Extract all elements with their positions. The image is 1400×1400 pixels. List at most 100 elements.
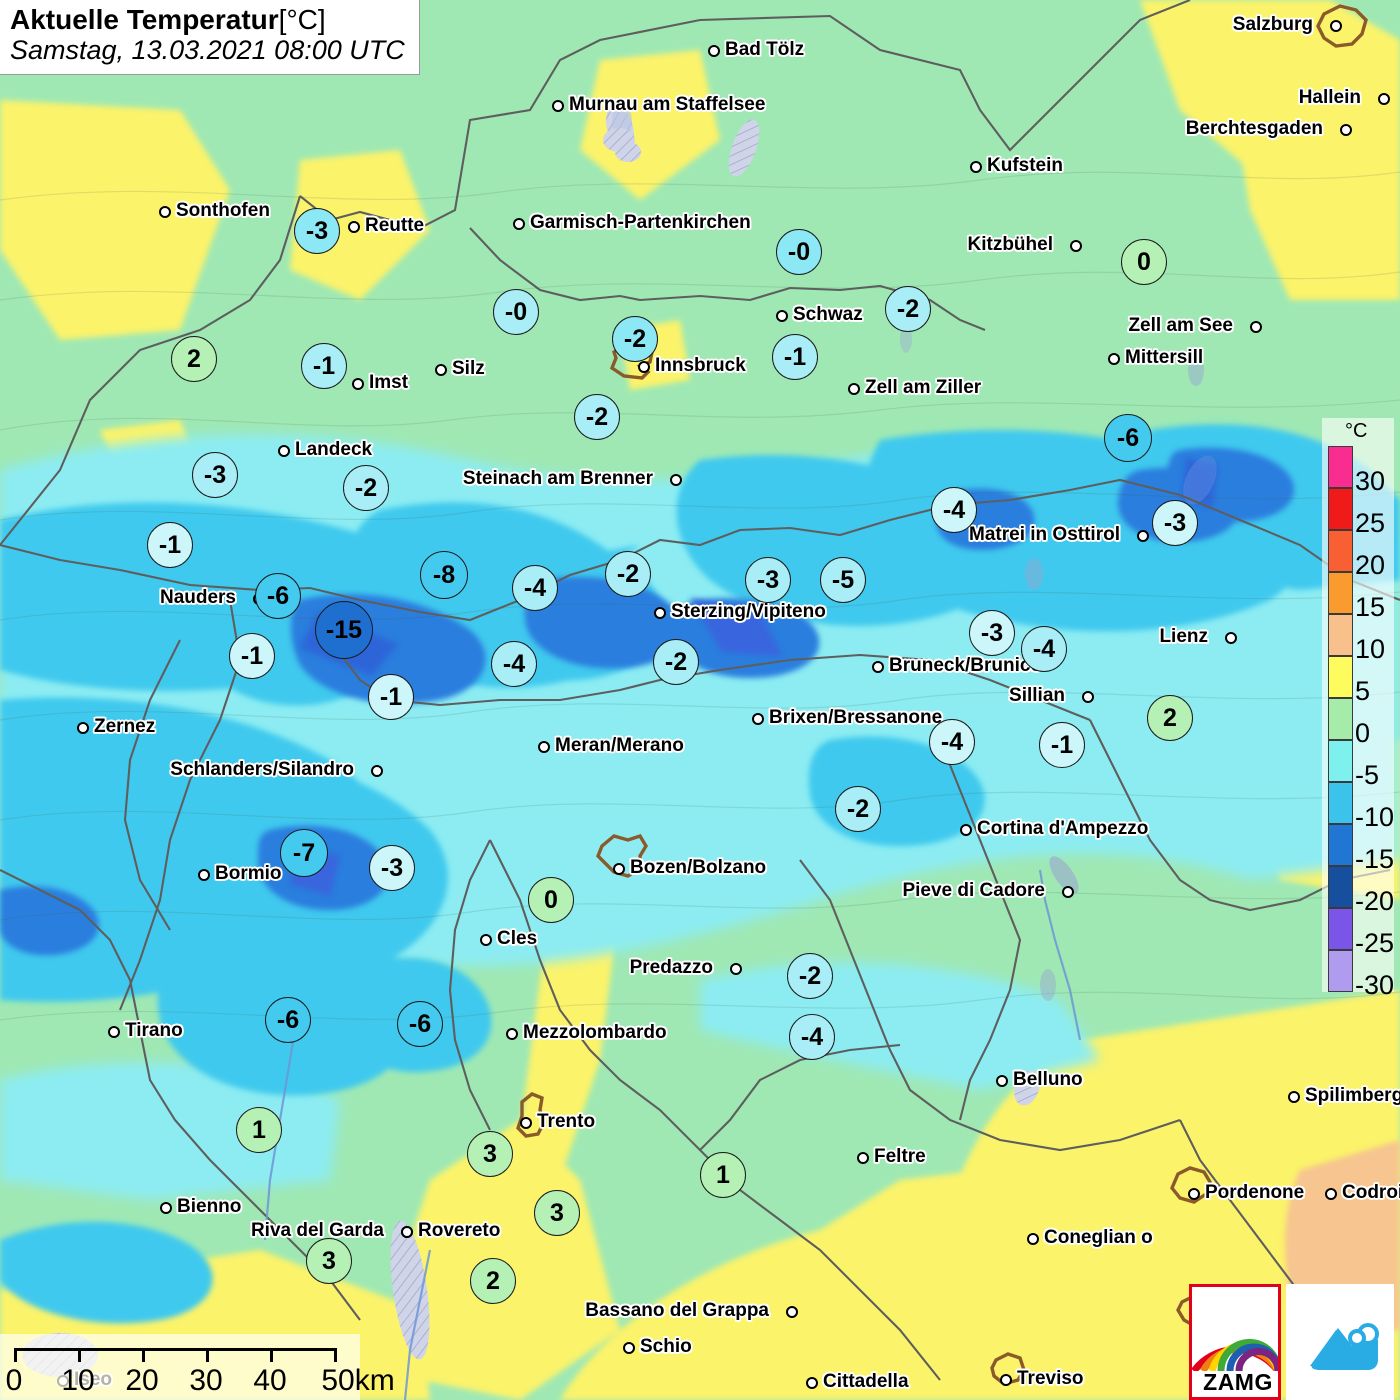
temperature-station[interactable]: -2 [612,316,658,362]
scale-tick [206,1348,209,1362]
city-label: Meran/Merano [555,735,684,756]
city-label: Trento [537,1111,596,1132]
temperature-station[interactable]: -4 [929,719,975,765]
legend-color-swatch [1328,782,1353,824]
temperature-legend: °C 30 25 20 15 10 5 0 -5 -10 -15 -20 -25 -30 [1322,418,1395,999]
city-dot-icon [198,869,210,881]
zamg-logo-text: ZAMG [1203,1369,1273,1395]
city-dot-icon [1070,240,1082,252]
temperature-station[interactable]: -7 [280,829,328,877]
city-label: Treviso [1017,1368,1084,1389]
city-label: Lienz [1159,626,1208,647]
scale-tick [78,1348,81,1362]
temperature-station[interactable]: -4 [931,487,977,533]
temperature-station[interactable]: 3 [467,1131,513,1177]
city-label: Bormio [215,863,282,884]
temperature-station[interactable]: 2 [171,336,217,382]
temperature-station[interactable]: -2 [605,551,651,597]
legend-value-label: 25 [1355,508,1386,538]
temperature-station[interactable]: -6 [397,1001,443,1047]
legend-value-label: -10 [1355,802,1395,832]
city-dot-icon [670,474,682,486]
city-label: Garmisch-Partenkirchen [530,212,751,233]
temperature-station[interactable]: 3 [306,1238,352,1284]
temperature-station[interactable]: -6 [255,573,301,619]
legend-entry: -20 [1322,866,1394,915]
temperature-station[interactable]: -1 [147,522,193,568]
temperature-station[interactable]: -1 [1039,722,1085,768]
city-label: Nauders [159,587,236,608]
temperature-station[interactable]: -4 [789,1014,835,1060]
temperature-station[interactable]: -8 [420,551,468,599]
city-label: Kitzbühel [967,234,1054,255]
temperature-station[interactable]: 2 [470,1258,516,1304]
city-label: Spilimbergo [1305,1085,1400,1106]
legend-value-label: -25 [1355,928,1395,958]
temperature-station[interactable]: -0 [776,229,822,275]
legend-value-label: -20 [1355,886,1395,916]
city-label: Predazzo [629,957,713,978]
city-dot-icon [752,713,764,725]
temperature-station[interactable]: -4 [491,641,537,687]
city-dot-icon [159,206,171,218]
temperature-station[interactable]: 3 [534,1190,580,1236]
temperature-station[interactable]: -4 [512,565,558,611]
temperature-station[interactable]: 2 [1147,695,1193,741]
temperature-station[interactable]: -4 [1021,626,1067,672]
city-label: Imst [369,372,409,393]
temperature-station[interactable]: -6 [1104,414,1152,462]
temperature-station[interactable]: -2 [653,639,699,685]
temperature-station[interactable]: -2 [574,394,620,440]
temperature-station[interactable]: 1 [236,1107,282,1153]
scale-label: 20 [125,1364,159,1397]
zamg-logo[interactable]: ZAMG [1189,1284,1281,1400]
city-label: Tirano [125,1020,183,1041]
temperature-station[interactable]: 1 [700,1152,746,1198]
temperature-station[interactable]: -6 [265,997,311,1043]
city-label: Zernez [94,716,156,737]
legend-value-label: -30 [1355,970,1395,1000]
temperature-station[interactable]: -1 [301,343,347,389]
temperature-station[interactable]: -3 [294,208,340,254]
city-dot-icon [1108,353,1120,365]
city-label: Mittersill [1125,347,1204,368]
map-timestamp: Samstag, 13.03.2021 08:00 UTC [10,35,405,66]
temperature-station[interactable]: -1 [368,674,414,720]
temperature-station[interactable]: -3 [192,452,238,498]
city-dot-icon [77,722,89,734]
city-dot-icon [1250,321,1262,333]
temperature-station[interactable]: -1 [772,334,818,380]
city-label: Matrei in Osttirol [969,524,1120,545]
scale-label: 10 [61,1364,95,1397]
city-label: Feltre [874,1146,926,1167]
legend-entry: 30 [1322,446,1394,495]
temperature-station[interactable]: -1 [229,633,275,679]
city-label: Mezzolombardo [523,1022,667,1043]
city-label: Bruneck/Brunico [889,655,1043,676]
temperature-station[interactable]: -5 [820,557,866,603]
geosphere-logo[interactable] [1286,1284,1394,1400]
city-dot-icon [970,161,982,173]
temperature-station[interactable]: 0 [1121,239,1167,285]
legend-entry: 5 [1322,656,1394,705]
legend-color-swatch [1328,866,1353,908]
temperature-station[interactable]: -3 [969,610,1015,656]
temperature-station[interactable]: 0 [528,877,574,923]
city-dot-icon [1325,1188,1337,1200]
legend-value-label: -15 [1355,844,1395,874]
temperature-station[interactable]: -2 [835,786,881,832]
page-title: Aktuelle Temperatur[°C] [10,4,405,35]
temperature-station[interactable]: -2 [787,953,833,999]
temperature-station[interactable]: -3 [745,557,791,603]
temperature-station[interactable]: -15 [315,601,373,659]
city-label: Cittadella [823,1371,909,1392]
temperature-station[interactable]: -3 [1152,500,1198,546]
city-label: Bassano del Grappa [585,1300,769,1321]
temperature-station[interactable]: -2 [343,465,389,511]
temperature-station[interactable]: -2 [885,286,931,332]
temperature-station[interactable]: -3 [369,845,415,891]
city-label: Landeck [295,439,373,460]
legend-entry: 0 [1322,698,1394,747]
temperature-station[interactable]: -0 [493,289,539,335]
